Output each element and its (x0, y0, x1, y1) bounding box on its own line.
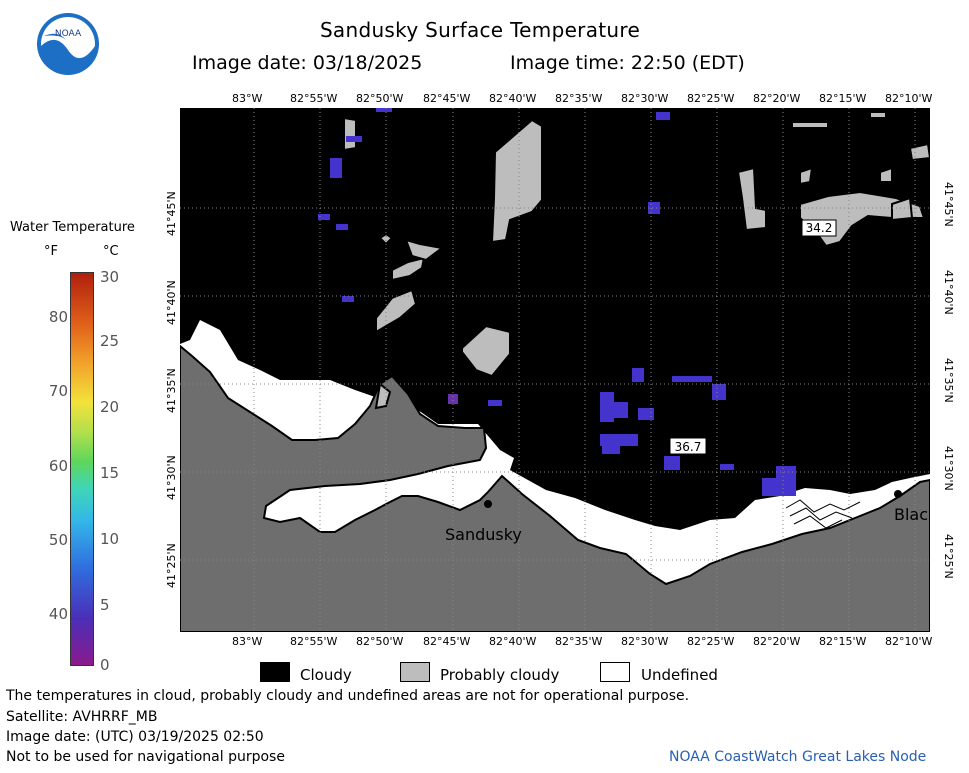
lon-bottom-5: 82°40'W (489, 635, 537, 648)
sandusky-marker (484, 500, 492, 508)
legend-label-cloudy: Cloudy (300, 666, 352, 684)
lat-right-2: 41°40'N (942, 270, 955, 315)
land-area (180, 344, 930, 632)
credit-link[interactable]: NOAA CoastWatch Great Lakes Node (669, 749, 927, 765)
lon-top-11: 82°10'W (885, 92, 933, 105)
f-tick-40: 40 (48, 605, 68, 623)
f-tick-50: 50 (48, 531, 68, 549)
f-tick-70: 70 (48, 382, 68, 400)
nav-warning-note: Not to be used for navigational purpose (6, 749, 285, 765)
utc-date-note: Image date: (UTC) 03/19/2025 02:50 (6, 729, 264, 745)
c-tick-5: 5 (100, 596, 110, 614)
lon-top-1: 83°W (232, 92, 263, 105)
place-sandusky: Sandusky (445, 525, 522, 544)
lon-top-7: 82°30'W (621, 92, 669, 105)
map-svg: 34.2 36.7 Sandusky Blac (180, 108, 930, 632)
lat-left-2: 41°40'N (165, 280, 178, 325)
f-tick-60: 60 (48, 457, 68, 475)
lon-top-4: 82°45'W (423, 92, 471, 105)
lon-bottom-4: 82°45'W (423, 635, 471, 648)
lat-right-3: 41°35'N (942, 358, 955, 403)
legend-swatch-probably-cloudy (400, 662, 430, 682)
legend-swatch-cloudy (260, 662, 290, 682)
c-tick-20: 20 (100, 398, 120, 416)
lon-bottom-7: 82°30'W (621, 635, 669, 648)
lon-bottom-10: 82°15'W (819, 635, 867, 648)
image-time: Image time: 22:50 (EDT) (510, 52, 745, 74)
place-blac: Blac (894, 505, 928, 524)
c-tick-15: 15 (100, 464, 120, 482)
map-title: Sandusky Surface Temperature (319, 18, 641, 42)
lon-bottom-9: 82°20'W (753, 635, 801, 648)
lon-top-3: 82°50'W (356, 92, 404, 105)
lat-right-4: 41°30'N (942, 446, 955, 491)
lon-bottom-3: 82°50'W (356, 635, 404, 648)
lon-top-2: 82°55'W (290, 92, 338, 105)
lon-bottom-6: 82°35'W (555, 635, 603, 648)
unit-f: °F (44, 244, 58, 259)
blac-marker (894, 490, 902, 498)
lon-top-9: 82°20'W (753, 92, 801, 105)
c-tick-0: 0 (100, 656, 110, 674)
c-tick-30: 30 (100, 268, 120, 286)
lat-left-4: 41°30'N (165, 455, 178, 500)
map-panel: 34.2 36.7 Sandusky Blac (180, 108, 930, 632)
unit-c: °C (103, 244, 119, 259)
colorbar (70, 272, 94, 666)
lat-right-1: 41°45'N (942, 182, 955, 227)
f-tick-80: 80 (48, 308, 68, 326)
c-tick-25: 25 (100, 332, 120, 350)
temp-box-1 (801, 219, 837, 237)
lat-left-3: 41°35'N (165, 368, 178, 413)
lon-top-10: 82°15'W (819, 92, 867, 105)
lat-left-5: 41°25'N (165, 543, 178, 588)
lon-bottom-11: 82°10'W (885, 635, 933, 648)
temp-label-1: 34.2 (806, 221, 833, 235)
logo-text: NOAA (55, 29, 82, 39)
cold-water-pixels (318, 108, 796, 496)
disclaimer-note: The temperatures in cloud, probably clou… (6, 688, 690, 704)
lon-bottom-8: 82°25'W (687, 635, 735, 648)
graticule (180, 108, 930, 632)
lon-top-6: 82°35'W (555, 92, 603, 105)
c-tick-10: 10 (100, 530, 120, 548)
noaa-logo-icon: NOAA (37, 13, 99, 75)
temp-box-2 (669, 437, 707, 455)
lon-top-8: 82°25'W (687, 92, 735, 105)
lat-left-1: 41°45'N (165, 191, 178, 236)
temp-label-2: 36.7 (675, 440, 702, 454)
lon-bottom-1: 83°W (232, 635, 263, 648)
shoreline-detail (785, 499, 861, 529)
satellite-note: Satellite: AVHRRF_MB (6, 709, 158, 725)
colorbar-title: Water Temperature (10, 220, 135, 235)
legend-label-undefined: Undefined (641, 666, 718, 684)
legend-label-probably-cloudy: Probably cloudy (440, 666, 560, 684)
noaa-logo: NOAA (36, 12, 100, 76)
legend-swatch-undefined (600, 662, 630, 682)
lat-right-5: 41°25'N (942, 534, 955, 579)
lon-bottom-2: 82°55'W (290, 635, 338, 648)
image-date: Image date: 03/18/2025 (192, 52, 423, 74)
lon-top-5: 82°40'W (489, 92, 537, 105)
